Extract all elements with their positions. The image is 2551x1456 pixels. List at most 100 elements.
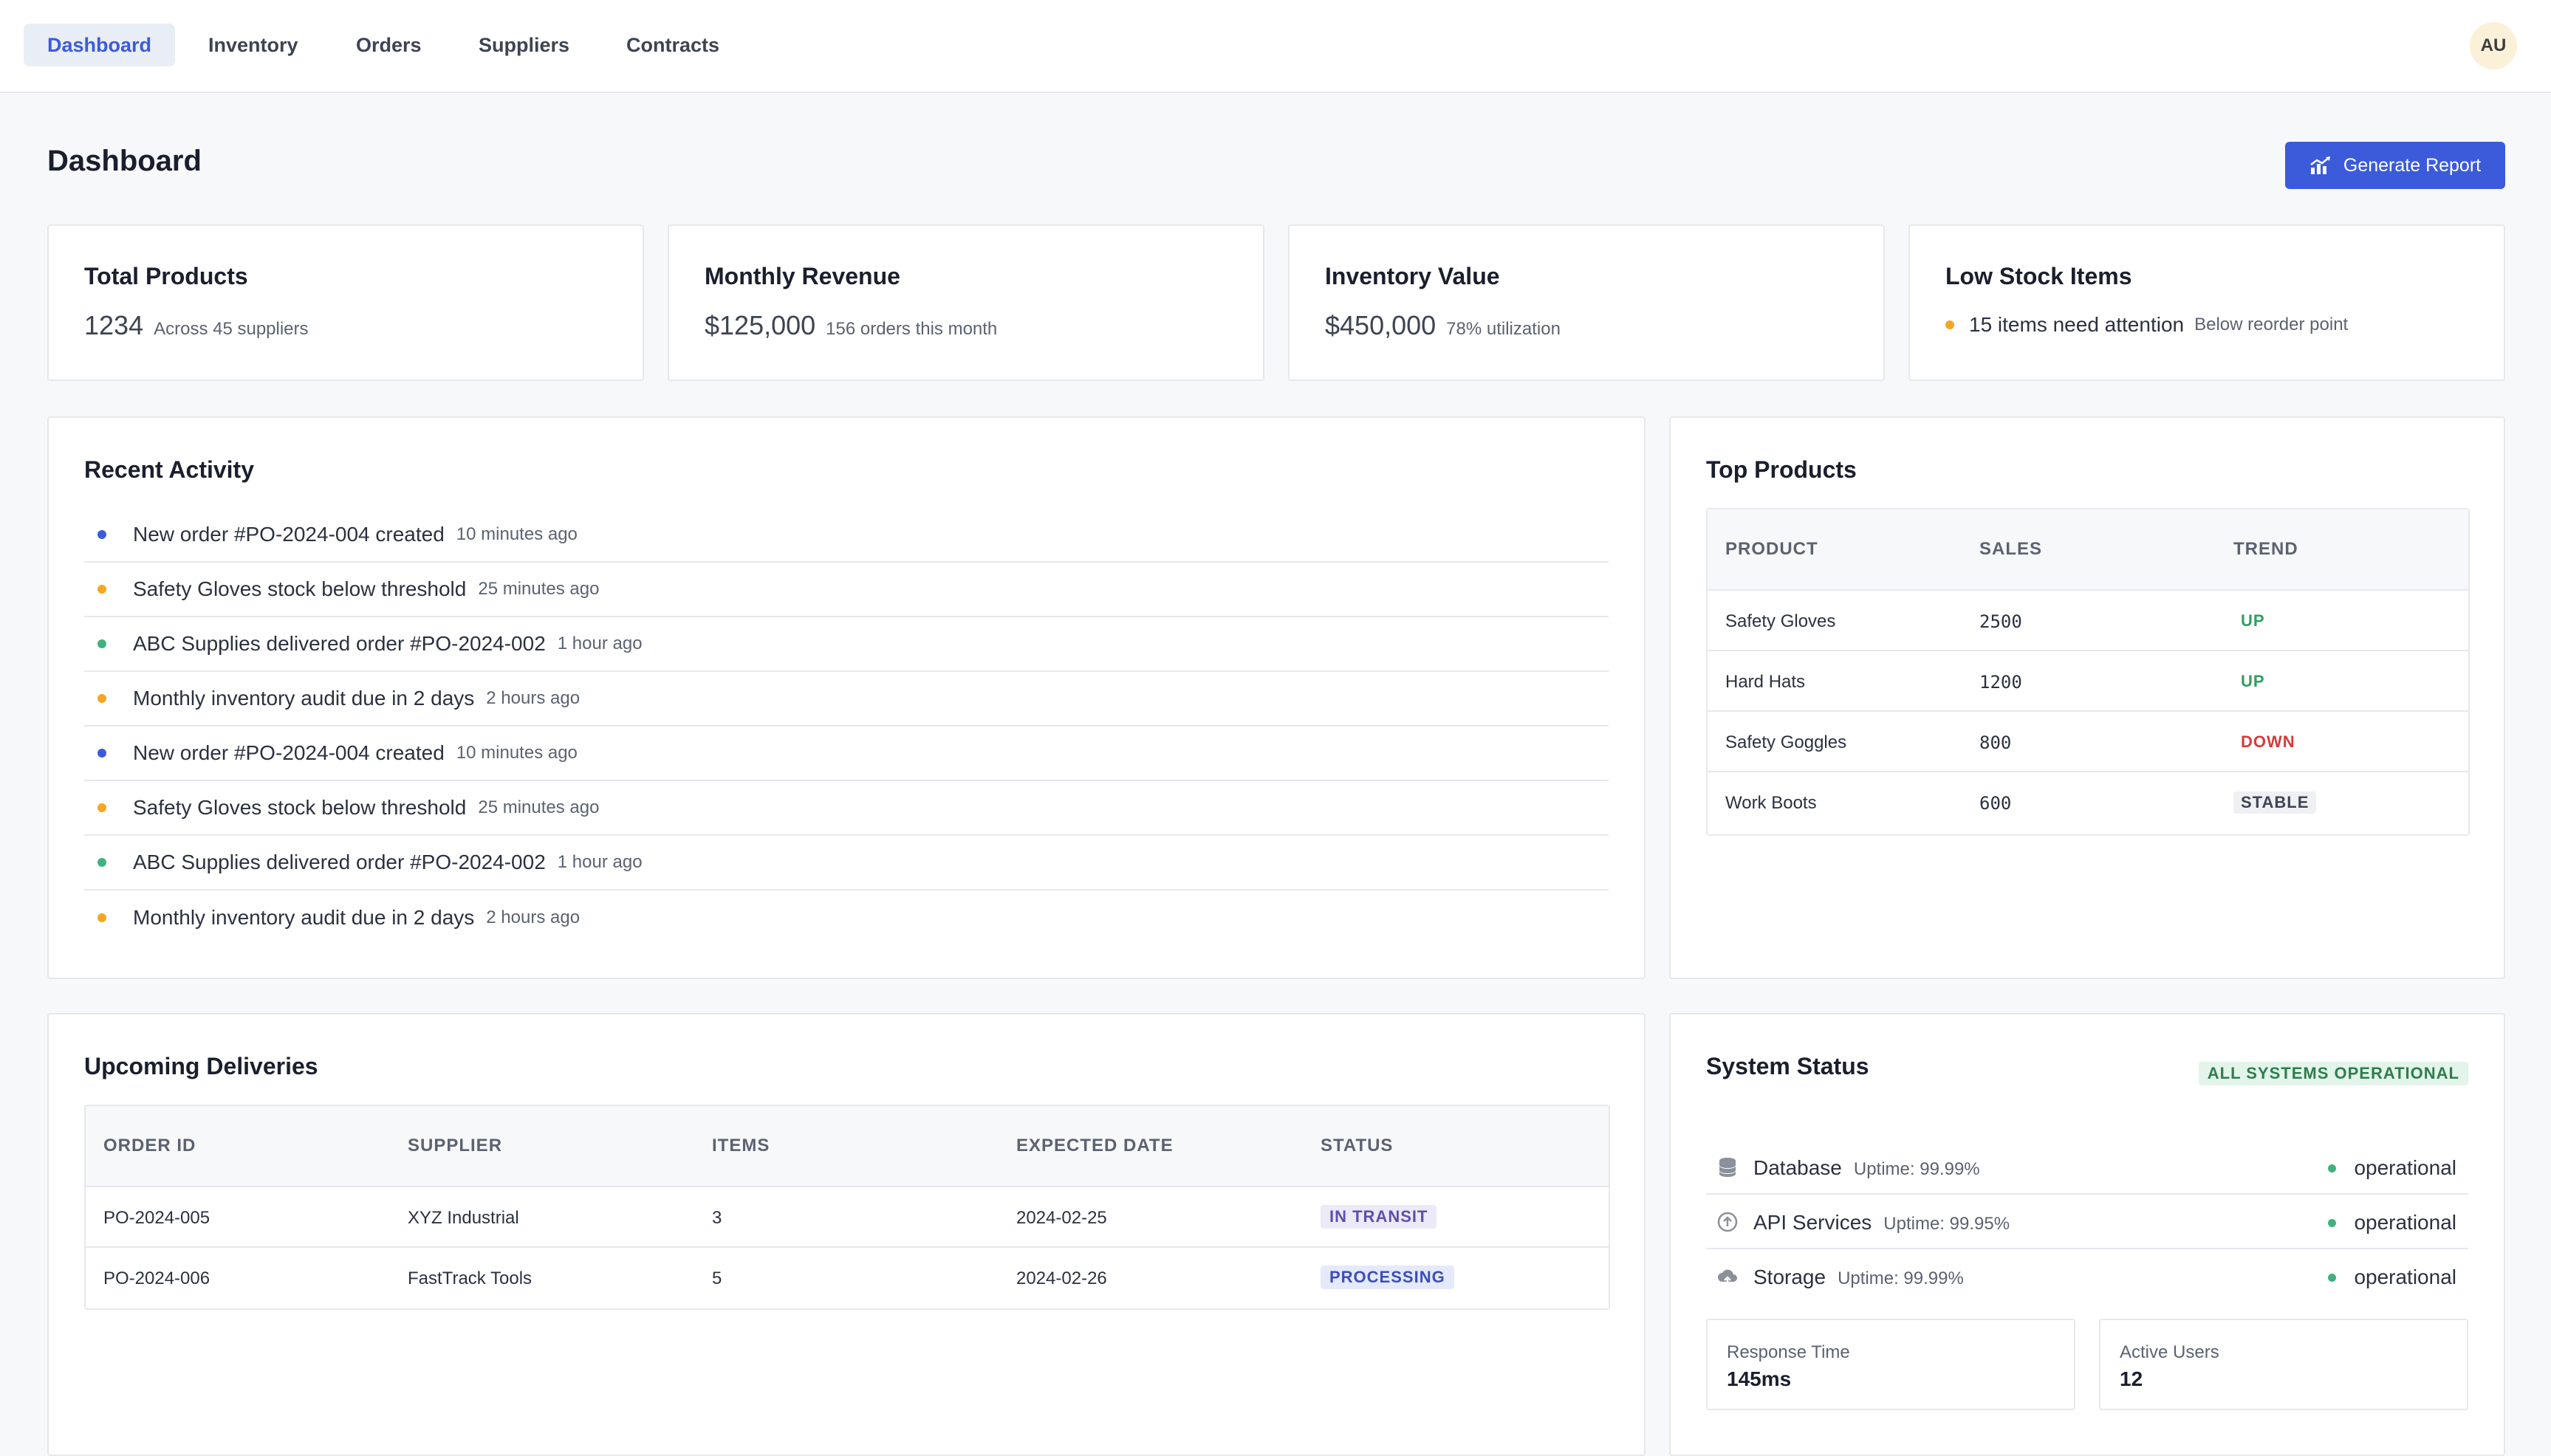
table-row[interactable]: Hard Hats 1200 UP bbox=[1708, 651, 2468, 712]
trend-badge: DOWN bbox=[2241, 732, 2295, 751]
trend-badge: UP bbox=[2241, 672, 2265, 690]
stat-title: Total Products bbox=[84, 263, 248, 289]
activity-dot-icon bbox=[97, 530, 106, 539]
tab-suppliers[interactable]: Suppliers bbox=[479, 34, 570, 56]
status-badge: PROCESSING bbox=[1321, 1266, 1454, 1289]
stat-subtext: Across 45 suppliers bbox=[154, 319, 309, 339]
table-header: PRODUCT SALES TREND bbox=[1708, 509, 2468, 591]
product-sales: 2500 bbox=[1979, 611, 2022, 632]
activity-item[interactable]: Monthly inventory audit due in 2 days 2 h… bbox=[84, 672, 1609, 727]
database-icon bbox=[1716, 1156, 1739, 1178]
service-state: operational bbox=[2328, 1266, 2456, 1289]
stat-value: $450,000 bbox=[1325, 310, 1437, 340]
service-state-label: operational bbox=[2354, 1211, 2456, 1234]
column-header: TREND bbox=[2233, 539, 2298, 559]
recent-activity-card: Recent Activity New order #PO-2024-004 c… bbox=[47, 416, 1646, 979]
user-avatar[interactable]: AU bbox=[2470, 22, 2517, 69]
table-row[interactable]: Work Boots 600 STABLE bbox=[1708, 772, 2468, 833]
items-count: 5 bbox=[712, 1268, 722, 1288]
activity-text: Monthly inventory audit due in 2 days bbox=[133, 906, 475, 929]
status-dot-icon bbox=[2328, 1164, 2337, 1172]
service-uptime: Uptime: 99.99% bbox=[1838, 1268, 1964, 1288]
stat-value: 1234 bbox=[84, 310, 144, 340]
activity-text: Monthly inventory audit due in 2 days bbox=[133, 687, 475, 710]
recent-activity-title: Recent Activity bbox=[84, 456, 254, 483]
table-row[interactable]: Safety Gloves 2500 UP bbox=[1708, 591, 2468, 651]
api-icon bbox=[1716, 1211, 1739, 1233]
activity-dot-icon bbox=[97, 858, 106, 867]
tab-contracts[interactable]: Contracts bbox=[626, 34, 720, 56]
activity-time: 10 minutes ago bbox=[456, 524, 578, 544]
top-products-table: PRODUCT SALES TREND Safety Gloves 2500 UP H… bbox=[1706, 508, 2470, 836]
service-row[interactable]: Database Uptime: 99.99% operational bbox=[1706, 1140, 2468, 1195]
top-products-title: Top Products bbox=[1706, 456, 1857, 483]
stat-subtext: 78% utilization bbox=[1446, 319, 1561, 339]
activity-item[interactable]: ABC Supplies delivered order #PO-2024-00… bbox=[84, 617, 1609, 672]
trend-badge: STABLE bbox=[2233, 791, 2317, 814]
activity-item[interactable]: Safety Gloves stock below threshold 25 mi… bbox=[84, 781, 1609, 836]
table-header: ORDER ID SUPPLIER ITEMS EXPECTED DATE ST… bbox=[86, 1106, 1609, 1187]
activity-item[interactable]: New order #PO-2024-004 created 10 minutes… bbox=[84, 508, 1609, 563]
product-name: Work Boots bbox=[1725, 793, 1817, 813]
service-uptime: Uptime: 99.99% bbox=[1853, 1159, 1980, 1179]
activity-time: 25 minutes ago bbox=[478, 579, 600, 599]
response-time-metric: Response Time 145ms bbox=[1706, 1319, 2075, 1410]
table-row[interactable]: PO-2024-006 FastTrack Tools 5 2024-02-26 PRO… bbox=[86, 1248, 1609, 1308]
page-title: Dashboard bbox=[47, 145, 202, 177]
table-row[interactable]: Safety Goggles 800 DOWN bbox=[1708, 712, 2468, 772]
service-row[interactable]: API Services Uptime: 99.95% operational bbox=[1706, 1195, 2468, 1249]
tab-dashboard[interactable]: Dashboard bbox=[24, 24, 176, 66]
activity-text: Safety Gloves stock below threshold bbox=[133, 577, 467, 600]
product-name: Safety Goggles bbox=[1725, 732, 1847, 752]
column-header: ORDER ID bbox=[103, 1136, 196, 1155]
activity-time: 2 hours ago bbox=[486, 907, 581, 927]
activity-dot-icon bbox=[97, 749, 106, 758]
activity-time: 1 hour ago bbox=[557, 633, 643, 653]
status-dot-icon bbox=[2328, 1273, 2337, 1282]
activity-dot-icon bbox=[97, 585, 106, 594]
activity-dot-icon bbox=[97, 694, 106, 703]
tab-orders[interactable]: Orders bbox=[356, 34, 422, 56]
column-header: EXPECTED DATE bbox=[1016, 1136, 1174, 1155]
stat-subtext: 156 orders this month bbox=[826, 319, 998, 339]
activity-item[interactable]: ABC Supplies delivered order #PO-2024-00… bbox=[84, 836, 1609, 890]
product-sales: 800 bbox=[1979, 732, 2012, 753]
activity-item[interactable]: Monthly inventory audit due in 2 days 2 h… bbox=[84, 890, 1609, 945]
status-dot-icon bbox=[2328, 1218, 2337, 1227]
service-name: Database bbox=[1753, 1156, 1842, 1179]
service-state: operational bbox=[2328, 1211, 2456, 1234]
activity-dot-icon bbox=[97, 913, 106, 922]
generate-report-button[interactable]: Generate Report bbox=[2285, 142, 2505, 189]
service-row[interactable]: Storage Uptime: 99.99% operational bbox=[1706, 1249, 2468, 1304]
service-name: Storage bbox=[1753, 1266, 1826, 1288]
metric-label: Active Users bbox=[2120, 1342, 2219, 1362]
activity-item[interactable]: New order #PO-2024-004 created 10 minutes… bbox=[84, 727, 1609, 781]
activity-time: 1 hour ago bbox=[557, 852, 643, 872]
table-row[interactable]: PO-2024-005 XYZ Industrial 3 2024-02-25 IN T… bbox=[86, 1187, 1609, 1248]
top-products-card: Top Products PRODUCT SALES TREND Safety … bbox=[1669, 416, 2505, 979]
activity-item[interactable]: Safety Gloves stock below threshold 25 mi… bbox=[84, 563, 1609, 617]
active-users-metric: Active Users 12 bbox=[2099, 1319, 2468, 1410]
status-badge: IN TRANSIT bbox=[1321, 1205, 1437, 1229]
product-name: Hard Hats bbox=[1725, 672, 1806, 692]
upcoming-deliveries-card: Upcoming Deliveries ORDER ID SUPPLIER IT… bbox=[47, 1013, 1646, 1456]
order-id: PO-2024-005 bbox=[103, 1208, 210, 1228]
stat-card-monthly-revenue: Monthly Revenue $125,000 156 orders this… bbox=[668, 224, 1264, 381]
service-state-label: operational bbox=[2354, 1156, 2456, 1179]
service-name: API Services bbox=[1753, 1211, 1872, 1234]
activity-time: 25 minutes ago bbox=[478, 797, 600, 817]
stat-card-total-products: Total Products 1234 Across 45 suppliers bbox=[47, 224, 644, 381]
column-header: STATUS bbox=[1321, 1136, 1394, 1155]
expected-date: 2024-02-26 bbox=[1016, 1268, 1107, 1288]
activity-text: ABC Supplies delivered order #PO-2024-00… bbox=[133, 851, 546, 873]
system-status-card: System Status ALL SYSTEMS OPERATIONAL Da… bbox=[1669, 1013, 2505, 1456]
service-name-line: Database Uptime: 99.99% bbox=[1753, 1156, 1980, 1180]
metric-value: 12 bbox=[2120, 1367, 2143, 1390]
product-sales: 1200 bbox=[1979, 672, 2022, 693]
cloud-upload-icon bbox=[1716, 1266, 1739, 1288]
stat-title: Low Stock Items bbox=[1945, 263, 2132, 289]
order-id: PO-2024-006 bbox=[103, 1268, 210, 1288]
tab-inventory[interactable]: Inventory bbox=[208, 34, 298, 56]
service-name-line: Storage Uptime: 99.99% bbox=[1753, 1266, 1964, 1289]
supplier-name: XYZ Industrial bbox=[408, 1208, 519, 1228]
